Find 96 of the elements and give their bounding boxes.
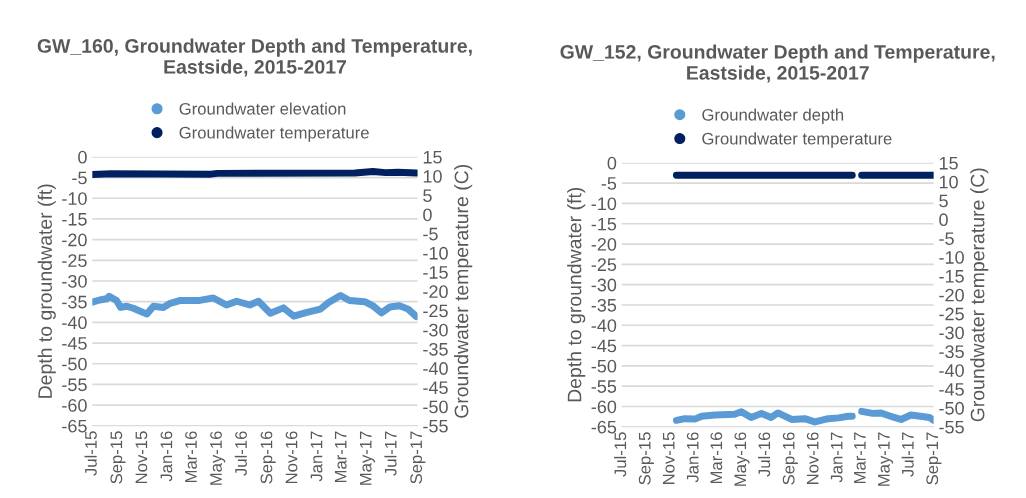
legend-label: Groundwater temperature	[702, 132, 892, 148]
x-tick-label: Nov-15	[135, 431, 148, 484]
chart-title: GW_160, Groundwater Depth and Temperature, Eastside, 2015-2017	[37, 38, 472, 77]
x-tick-label: May-16	[734, 432, 750, 486]
y2-tick-label: 0	[423, 208, 432, 222]
y-tick-label: -10	[591, 197, 617, 211]
y-tick-label: -30	[62, 274, 87, 288]
y2-axis-title: Groundwater temperature (C)	[454, 165, 473, 418]
y2-tick-label: -30	[423, 323, 448, 337]
y2-tick-label: -50	[939, 401, 964, 415]
y-tick-label: -25	[62, 254, 87, 268]
y2-tick-label: -25	[423, 304, 448, 318]
y-tick-label: -55	[62, 378, 87, 392]
y2-tick-label: 5	[423, 189, 432, 203]
y-tick-label: -30	[591, 278, 617, 292]
legend-label: Groundwater depth	[702, 108, 844, 124]
x-tick-label: Jul-15	[84, 431, 97, 476]
y2-tick-label: -55	[423, 419, 448, 433]
y-tick-label: -45	[591, 339, 617, 353]
y2-tick-label: -25	[939, 307, 964, 321]
x-tick-label: Sep-15	[110, 431, 126, 484]
x-tick-label: Jan-17	[830, 432, 843, 483]
y2-tick-label: -15	[939, 270, 964, 283]
y2-tick-label: -15	[423, 266, 448, 279]
y-tick-label: -50	[62, 357, 87, 371]
x-tick-label: Sep-17	[410, 431, 426, 484]
y2-tick-label: -35	[939, 345, 964, 359]
y-tick-label: -15	[62, 213, 87, 226]
y-tick-label: -25	[591, 258, 617, 272]
y-tick-label: -20	[591, 237, 617, 251]
y2-tick-label: -10	[939, 251, 964, 264]
y2-tick-label: 15	[423, 150, 442, 164]
y-tick-label: -40	[591, 319, 617, 332]
x-tick-label: Mar-16	[710, 432, 723, 484]
x-tick-label: Sep-17	[926, 432, 942, 485]
y-tick-label: -55	[591, 380, 617, 393]
x-tick-label: Mar-17	[334, 431, 347, 483]
x-tick-label: Jan-16	[686, 432, 699, 483]
y-tick-label: -60	[591, 400, 617, 414]
y2-tick-label: -20	[939, 288, 964, 302]
y-axis-title: Depth to groundwater (ft)	[567, 187, 586, 402]
y-tick-label: 0	[607, 156, 617, 170]
y2-tick-label: 15	[939, 156, 958, 170]
x-tick-label: Jul-16	[234, 431, 247, 476]
y-tick-label: -60	[62, 399, 87, 412]
y-tick-label: -20	[62, 233, 87, 247]
y-tick-label: -10	[62, 192, 87, 205]
chart-title: GW_152, Groundwater Depth and Temperature, Eastside, 2015-2017	[560, 44, 995, 83]
x-tick-label: Nov-15	[662, 432, 675, 484]
y-tick-label: -35	[62, 295, 87, 309]
y2-tick-label: -40	[423, 362, 448, 375]
y2-tick-label: -20	[423, 285, 448, 299]
y2-tick-label: -45	[939, 383, 964, 396]
x-tick-label: Nov-16	[285, 431, 298, 484]
y-tick-label: -65	[62, 419, 87, 433]
y-tick-label: -5	[601, 177, 617, 190]
y2-tick-label: -45	[423, 381, 448, 395]
x-tick-label: Jul-17	[384, 431, 397, 476]
y2-tick-label: 10	[939, 175, 958, 189]
x-tick-label: Jan-16	[160, 431, 173, 482]
y2-axis-title: Groundwater temperature (C)	[970, 168, 989, 422]
y-tick-label: -65	[591, 420, 617, 434]
x-tick-label: Jul-17	[901, 432, 914, 477]
x-tick-label: Jul-15	[613, 432, 627, 477]
y-tick-label: 0	[78, 150, 87, 164]
y2-tick-label: -55	[939, 420, 964, 434]
y-tick-label: -40	[62, 316, 87, 330]
x-tick-label: Sep-16	[782, 432, 798, 485]
y2-tick-label: 10	[423, 170, 442, 183]
legend-label: Groundwater elevation	[179, 102, 346, 115]
y2-tick-label: -5	[423, 227, 438, 241]
y-axis-title: Depth to groundwater (ft)	[37, 184, 56, 398]
x-tick-label: Sep-16	[260, 431, 276, 484]
y2-tick-label: -40	[939, 364, 964, 377]
y2-tick-label: -10	[423, 246, 448, 260]
y-tick-label: -45	[62, 337, 87, 350]
y-tick-label: -50	[591, 359, 617, 373]
y-tick-label: -35	[591, 298, 617, 312]
x-tick-label: Nov-16	[806, 432, 819, 484]
x-tick-label: Jan-17	[310, 431, 323, 482]
y2-tick-label: -30	[939, 326, 964, 340]
x-tick-label: Mar-17	[854, 432, 866, 484]
y-tick-label: -5	[72, 171, 87, 185]
x-tick-label: Jul-16	[757, 432, 771, 477]
y2-tick-label: 0	[939, 213, 948, 227]
y2-tick-label: -5	[939, 232, 954, 245]
y2-tick-label: -35	[423, 342, 448, 356]
legend-label: Groundwater temperature	[179, 126, 369, 142]
y2-tick-label: -50	[423, 400, 448, 414]
x-tick-label: Sep-15	[638, 432, 654, 485]
x-tick-label: May-17	[878, 432, 894, 486]
y2-tick-label: 5	[939, 194, 948, 208]
x-tick-label: May-17	[359, 431, 375, 485]
x-tick-label: May-16	[210, 431, 226, 485]
y-tick-label: -15	[591, 217, 617, 231]
x-tick-label: Mar-16	[185, 431, 197, 483]
